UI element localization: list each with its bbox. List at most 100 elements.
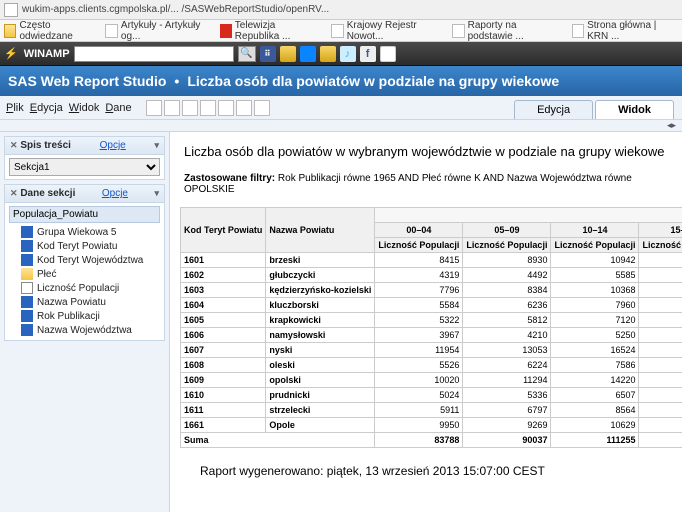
- tree-item[interactable]: Rok Publikacji: [9, 309, 160, 323]
- winamp-toolbar: ⚡ WINAMP 🔍 ፧፧ ♪ f: [0, 42, 682, 66]
- section-select[interactable]: Sekcja1: [9, 158, 160, 176]
- cell-value: 6224: [463, 358, 551, 373]
- collapse-icon[interactable]: ✕: [10, 188, 18, 198]
- tool-icon[interactable]: [236, 100, 252, 116]
- report-name: Liczba osób dla powiatów w podziale na g…: [187, 73, 559, 89]
- app-header: SAS Web Report Studio • Liczba osób dla …: [0, 66, 682, 96]
- tree-item[interactable]: Nazwa Województwa: [9, 323, 160, 337]
- caret-icon[interactable]: ◂▸: [667, 120, 676, 131]
- cell-value: 7796: [375, 283, 463, 298]
- col-subheader: Liczność Populacji: [463, 238, 551, 253]
- twitter-icon[interactable]: ♪: [340, 46, 356, 62]
- chevron-down-icon[interactable]: ▾: [154, 188, 159, 199]
- cell-value: 8384: [463, 283, 551, 298]
- tool-icon[interactable]: [182, 100, 198, 116]
- bookmark-item[interactable]: Strona główna | KRN ...: [572, 20, 678, 42]
- cell-value: 5584: [375, 298, 463, 313]
- cell-value: 5911: [375, 403, 463, 418]
- data-options[interactable]: Opcje: [102, 188, 128, 199]
- toolbar-icon[interactable]: [320, 46, 336, 62]
- menu-file[interactable]: Plik: [6, 102, 24, 114]
- cell-code: 1604: [181, 298, 266, 313]
- winamp-search-input[interactable]: [74, 46, 234, 62]
- tool-icon[interactable]: [218, 100, 234, 116]
- page-icon: [331, 24, 343, 38]
- bookmark-item[interactable]: Raporty na podstawie ...: [452, 20, 561, 42]
- view-tabs: Edycja Widok: [514, 96, 676, 119]
- tree-item-label: Nazwa Powiatu: [37, 297, 106, 308]
- menu-view[interactable]: Widok: [69, 102, 100, 114]
- toc-body: Sekcja1: [5, 155, 164, 179]
- toolbar-icon[interactable]: [300, 46, 316, 62]
- tree-item-label: Nazwa Województwa: [37, 325, 132, 336]
- bookmark-item[interactable]: Artykuły - Artykuły og...: [105, 20, 209, 42]
- tool-icon[interactable]: [146, 100, 162, 116]
- facebook-icon[interactable]: f: [360, 46, 376, 62]
- report-footer: Raport wygenerowano: piątek, 13 wrzesień…: [200, 464, 676, 478]
- cell-value: 5322: [375, 313, 463, 328]
- sidebar: ✕ Spis treściOpcje ▾ Sekcja1 ✕ Dane sekc…: [0, 132, 170, 512]
- app-name: SAS Web Report Studio: [8, 73, 166, 89]
- data-panel: ✕ Dane sekcjiOpcje ▾ Populacja_Powiatu G…: [4, 184, 165, 341]
- search-icon[interactable]: 🔍: [238, 46, 256, 62]
- toc-panel: ✕ Spis treściOpcje ▾ Sekcja1: [4, 136, 165, 180]
- cell-value: 11954: [375, 343, 463, 358]
- tree-item[interactable]: Liczność Populacji: [9, 281, 160, 295]
- field-icon: [21, 310, 33, 322]
- tool-icon[interactable]: [200, 100, 216, 116]
- page-icon: [4, 3, 18, 17]
- cell-code: 1605: [181, 313, 266, 328]
- bookmark-item[interactable]: Telewizja Republika ...: [220, 20, 322, 42]
- chevron-down-icon[interactable]: ▾: [154, 140, 159, 151]
- bookmarks-bar: Często odwiedzane Artykuły - Artykuły og…: [0, 20, 682, 42]
- cell-value: 10629: [551, 418, 639, 433]
- menu-bar: Plik Edycja Widok Dane Edycja Widok: [0, 96, 682, 120]
- cell-code: 1610: [181, 388, 266, 403]
- table-row: 1602głubczycki43194492558571648324753666…: [181, 268, 682, 283]
- toolbar-icon[interactable]: [380, 46, 396, 62]
- cell-value: 20160: [639, 343, 682, 358]
- tree-item[interactable]: Grupa Wiekowa 5: [9, 225, 160, 239]
- sum-row: Suma837889003711125514161416968416867415…: [181, 433, 682, 448]
- tree: Grupa Wiekowa 5Kod Teryt PowiatuKod Tery…: [9, 225, 160, 337]
- table-row: 1603kędzierzyńsko-kozielski7796838410368…: [181, 283, 682, 298]
- field-icon: [21, 296, 33, 308]
- page-icon: [572, 24, 584, 38]
- bookmarks-frequent[interactable]: Często odwiedzane: [4, 20, 95, 42]
- menu-edit[interactable]: Edycja: [30, 102, 63, 114]
- field-icon: [21, 324, 33, 336]
- tool-icon[interactable]: [164, 100, 180, 116]
- tab-view[interactable]: Widok: [595, 100, 674, 119]
- toc-options[interactable]: Opcje: [100, 140, 126, 151]
- filters: Zastosowane filtry: Rok Publikacji równe…: [184, 173, 676, 195]
- data-header: ✕ Dane sekcjiOpcje ▾: [5, 185, 164, 203]
- bookmark-item[interactable]: Krajowy Rejestr Nowot...: [331, 20, 442, 42]
- cell-value: 5024: [375, 388, 463, 403]
- cell-value: 6507: [551, 388, 639, 403]
- cell-code: 1607: [181, 343, 266, 358]
- toolbar-icon[interactable]: [280, 46, 296, 62]
- cell-value: 9814: [639, 358, 682, 373]
- cell-value: 10020: [375, 373, 463, 388]
- tree-item[interactable]: Płeć: [9, 267, 160, 281]
- table-row: 1601brzeski84158930109421283414840150801…: [181, 253, 682, 268]
- table-row: 1610prudnicki502453366507839010046924784…: [181, 388, 682, 403]
- cell-name: kędzierzyńsko-kozielski: [266, 283, 375, 298]
- tree-item[interactable]: Kod Teryt Województwa: [9, 253, 160, 267]
- cell-value: 11738: [639, 403, 682, 418]
- tab-edit[interactable]: Edycja: [514, 100, 593, 119]
- toolbar-icon[interactable]: ፧፧: [260, 46, 276, 62]
- menu-data[interactable]: Dane: [105, 102, 131, 114]
- tree-root[interactable]: Populacja_Powiatu: [9, 206, 160, 223]
- sum-value: 111255: [551, 433, 639, 448]
- tree-item[interactable]: Kod Teryt Powiatu: [9, 239, 160, 253]
- tree-item[interactable]: Nazwa Powiatu: [9, 295, 160, 309]
- cell-value: 18153: [639, 373, 682, 388]
- col-subheader: Liczność Populacji: [551, 238, 639, 253]
- field-icon: [21, 240, 33, 252]
- field-icon: [21, 268, 33, 280]
- tool-icon[interactable]: [254, 100, 270, 116]
- cell-value: 13556: [639, 283, 682, 298]
- collapse-icon[interactable]: ✕: [10, 140, 18, 150]
- col-subheader: Liczność Populacji: [375, 238, 463, 253]
